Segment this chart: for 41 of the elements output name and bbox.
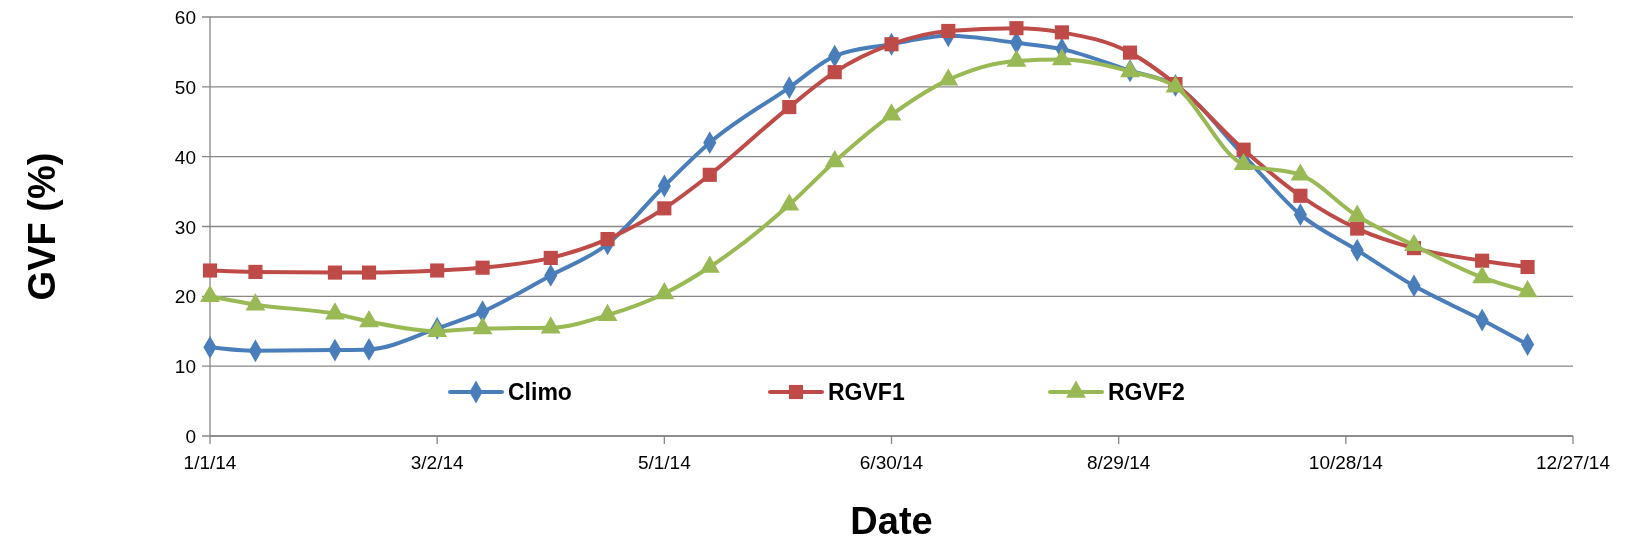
point — [430, 263, 445, 278]
y-tick-label: 0 — [185, 426, 196, 447]
point — [657, 201, 672, 216]
point — [1009, 21, 1024, 36]
x-tick-label: 6/30/14 — [859, 452, 924, 473]
x-tick-label: 3/2/14 — [410, 452, 465, 473]
point — [1236, 142, 1251, 157]
x-tick-label: 5/1/14 — [637, 452, 692, 473]
x-tick-label: 12/27/14 — [1536, 452, 1611, 473]
y-tick-label: 10 — [174, 356, 196, 378]
point — [600, 232, 615, 247]
y-tick-label: 20 — [174, 286, 196, 308]
point — [1350, 221, 1365, 236]
point — [361, 265, 377, 280]
y-tick-label: 40 — [174, 146, 196, 168]
point — [202, 263, 218, 278]
legend-label: RGVF2 — [1108, 379, 1185, 405]
point — [327, 265, 343, 280]
point — [1293, 188, 1308, 203]
x-tick-label: 8/29/14 — [1086, 452, 1151, 473]
legend-label: Climo — [508, 379, 572, 405]
x-tick-label: 1/1/14 — [183, 452, 237, 473]
point — [782, 100, 797, 115]
point — [884, 37, 899, 52]
legend-label: RGVF1 — [828, 379, 905, 405]
x-tick-label: 10/28/14 — [1308, 452, 1384, 473]
point — [543, 250, 558, 265]
point — [475, 260, 490, 275]
point — [827, 65, 842, 80]
y-axis-title: GVF (%) — [21, 152, 63, 301]
point — [941, 23, 956, 39]
point — [1122, 45, 1138, 60]
y-tick-label: 50 — [174, 76, 196, 98]
y-tick-label: 30 — [174, 216, 196, 238]
point — [1054, 25, 1069, 40]
x-axis-title: Date — [850, 500, 933, 542]
y-tick-label: 60 — [174, 7, 196, 28]
point — [248, 264, 263, 279]
point — [702, 167, 717, 182]
point — [1475, 253, 1490, 268]
point — [1520, 259, 1535, 275]
